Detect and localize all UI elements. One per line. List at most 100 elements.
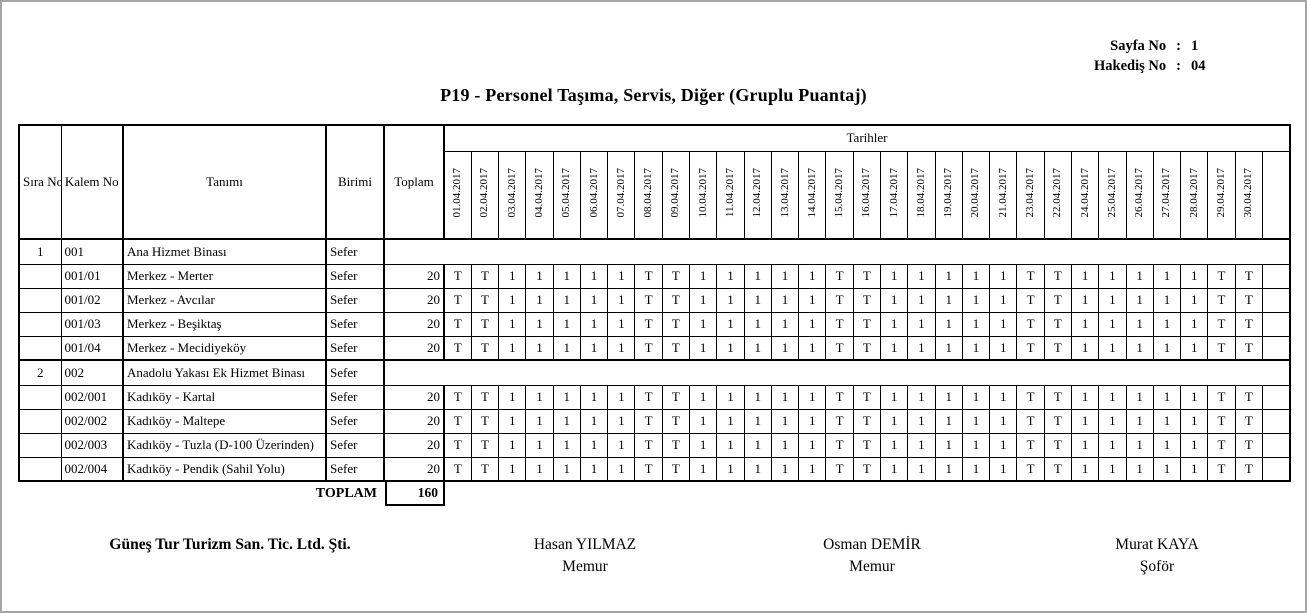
cell-day-value: 1 xyxy=(879,335,909,361)
signer-name: Osman DEMİR xyxy=(823,536,921,553)
detail-row: 001/03 Merkez - Beşiktaş Sefer 20 T T 1 1 1 1 1 T T 1… xyxy=(18,311,1291,337)
cell-sira-no: 2 xyxy=(18,359,62,386)
cell-day-value: 1 xyxy=(1125,408,1154,434)
cell-day-value: 1 xyxy=(1180,263,1209,289)
cell-day-value: T xyxy=(634,287,663,313)
cell-day-value: 1 xyxy=(770,384,800,410)
cell-toplam: 20 xyxy=(383,311,445,337)
cell-day-value: 1 xyxy=(934,432,963,458)
cell-kalem-no: 002/003 xyxy=(60,432,124,458)
cell-day-value-empty xyxy=(1261,311,1291,337)
date-column-header: 11.04.2017 xyxy=(716,150,745,240)
cell-birimi: Sefer xyxy=(325,359,385,386)
cell-day-value: 1 xyxy=(989,408,1018,434)
cell-day-value: T xyxy=(634,335,663,361)
report-title: P19 - Personel Taşıma, Servis, Diğer (Gr… xyxy=(440,85,867,105)
cell-day-value: 1 xyxy=(961,335,991,361)
cell-sira-no: 1 xyxy=(18,238,62,265)
cell-birimi: Sefer xyxy=(325,408,385,434)
cell-day-value: 1 xyxy=(1070,408,1100,434)
date-column-header: 12.04.2017 xyxy=(743,150,772,240)
cell-toplam: 20 xyxy=(383,432,445,458)
cell-day-value: 1 xyxy=(689,432,718,458)
cell-day-value: T xyxy=(443,456,472,482)
cell-day-value: 1 xyxy=(1180,384,1209,410)
cell-day-value: 1 xyxy=(989,384,1018,410)
col-header-kalem-no: Kalem No xyxy=(60,124,124,240)
cell-day-value: 1 xyxy=(879,311,909,337)
cell-day-value: 1 xyxy=(1152,456,1182,482)
col-header-tanimi: Tanımı xyxy=(122,124,327,240)
cell-day-value: 1 xyxy=(1098,263,1127,289)
cell-day-value: T xyxy=(825,263,854,289)
cell-toplam: 20 xyxy=(383,456,445,482)
cell-birimi: Sefer xyxy=(325,287,385,313)
signer-role: Memur xyxy=(849,558,895,575)
cell-day-value: 1 xyxy=(1098,384,1127,410)
cell-day-value: T xyxy=(852,408,882,434)
cell-day-value: 1 xyxy=(1152,432,1182,458)
cell-tanimi: Merkez - Beşiktaş xyxy=(122,311,327,337)
cell-day-value: 1 xyxy=(907,384,936,410)
cell-day-value: T xyxy=(470,311,500,337)
detail-row: 001/02 Merkez - Avcılar Sefer 20 T T 1 1 1 1 1 T T 1 1… xyxy=(18,287,1291,313)
cell-day-value: 1 xyxy=(716,311,745,337)
cell-day-value: 1 xyxy=(607,384,636,410)
date-column-header: 23.04.2017 xyxy=(1016,150,1045,240)
cell-day-value: 1 xyxy=(525,432,554,458)
date-column-header: 03.04.2017 xyxy=(498,150,527,240)
cell-day-value: T xyxy=(1016,287,1045,313)
cell-day-value-empty xyxy=(1261,263,1291,289)
date-column-header: 27.04.2017 xyxy=(1152,150,1182,240)
cell-day-value: 1 xyxy=(798,335,827,361)
cell-day-value: 1 xyxy=(716,335,745,361)
cell-day-value: T xyxy=(1207,335,1236,361)
cell-day-value: T xyxy=(1016,456,1045,482)
group-row: 1 001 Ana Hizmet Binası Sefer xyxy=(18,238,1291,265)
cell-day-value-empty xyxy=(1261,408,1291,434)
cell-day-value: T xyxy=(852,335,882,361)
cell-day-value: 1 xyxy=(798,432,827,458)
col-header-sira-no: Sıra No xyxy=(18,124,62,240)
cell-day-value: T xyxy=(634,311,663,337)
date-label: 21.04.2017 xyxy=(996,168,1009,218)
date-column-header: 26.04.2017 xyxy=(1125,150,1154,240)
cell-day-value: 1 xyxy=(552,456,581,482)
date-label: 05.04.2017 xyxy=(560,168,573,218)
cell-day-value-empty xyxy=(1261,432,1291,458)
cell-day-value: 1 xyxy=(579,335,609,361)
cell-day-value: 1 xyxy=(743,311,772,337)
cell-day-value: 1 xyxy=(1070,384,1100,410)
cell-day-value: T xyxy=(825,456,854,482)
date-column-header: 24.04.2017 xyxy=(1070,150,1100,240)
cell-kalem-no: 002/002 xyxy=(60,408,124,434)
cell-day-value: T xyxy=(661,311,691,337)
cell-sira-no xyxy=(18,432,62,458)
cell-day-value: T xyxy=(1234,408,1263,434)
cell-day-value: T xyxy=(661,384,691,410)
cell-tanimi: Merkez - Merter xyxy=(122,263,327,289)
cell-day-value: 1 xyxy=(716,384,745,410)
cell-day-value: T xyxy=(1234,384,1263,410)
cell-day-value: 1 xyxy=(743,432,772,458)
cell-day-value: 1 xyxy=(1098,408,1127,434)
cell-day-value: 1 xyxy=(743,287,772,313)
cell-day-value: T xyxy=(1043,335,1072,361)
signer-name: Murat KAYA xyxy=(1115,536,1199,553)
cell-day-value: 1 xyxy=(798,287,827,313)
date-label: 12.04.2017 xyxy=(751,168,764,218)
cell-day-value: 1 xyxy=(907,311,936,337)
cell-day-value: 1 xyxy=(607,263,636,289)
cell-day-value: 1 xyxy=(961,287,991,313)
cell-day-value: 1 xyxy=(579,263,609,289)
date-label: 29.04.2017 xyxy=(1215,168,1228,218)
cell-day-value: T xyxy=(1043,432,1072,458)
cell-kalem-no: 001 xyxy=(60,238,124,265)
signature-block: Murat KAYA Şoför xyxy=(1007,536,1305,576)
cell-day-value: 1 xyxy=(525,311,554,337)
grand-total-row: TOPLAM 160 xyxy=(18,482,461,506)
signer-name: Hasan YILMAZ xyxy=(533,536,637,553)
date-label: 11.04.2017 xyxy=(723,168,736,218)
cell-toplam: 20 xyxy=(383,408,445,434)
cell-day-value: T xyxy=(661,456,691,482)
